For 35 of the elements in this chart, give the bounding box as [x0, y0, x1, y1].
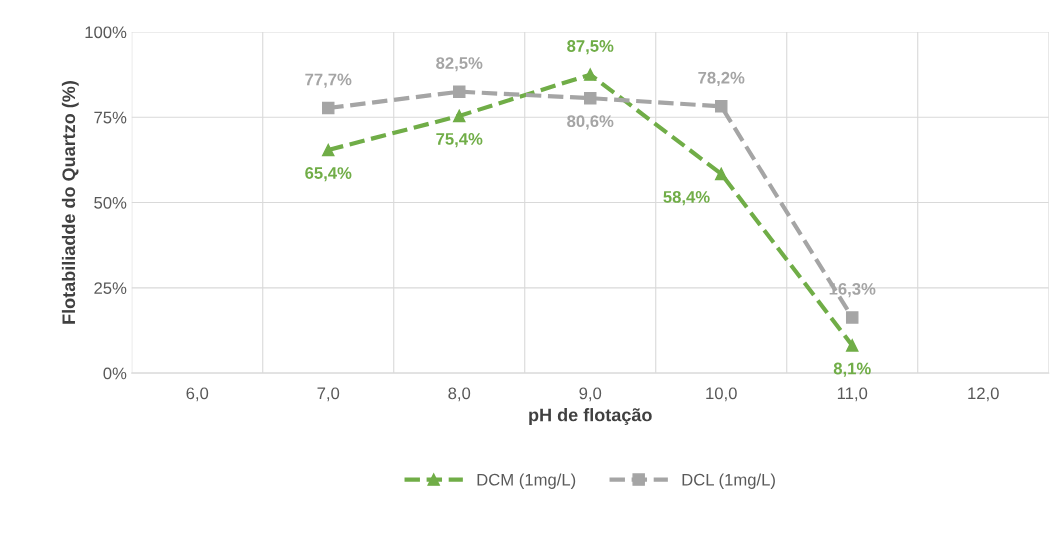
- data-label: 82,5%: [436, 57, 483, 72]
- y-tick-label: 75%: [94, 111, 127, 124]
- data-label: 8,1%: [833, 362, 871, 377]
- data-label: 80,6%: [567, 115, 614, 130]
- point: [583, 91, 597, 105]
- x-tick-label: 8,0: [448, 387, 471, 402]
- x-tick-label: 9,0: [579, 387, 602, 402]
- point: [452, 109, 466, 123]
- y-tick-label: 0%: [103, 367, 127, 380]
- point: [321, 143, 335, 157]
- point: [714, 167, 728, 181]
- x-tick-label: 11,0: [837, 387, 868, 402]
- data-label: 75,4%: [436, 133, 483, 148]
- point: [845, 311, 859, 324]
- y-tick-label: 50%: [94, 196, 127, 209]
- point: [321, 101, 335, 115]
- legend-label: DCM (1mg/L): [477, 473, 576, 489]
- y-tick-label: 100%: [85, 26, 127, 39]
- data-label: 78,2%: [698, 71, 745, 87]
- x-tick-label: 12,0: [968, 387, 999, 402]
- legend-label: DCL (1mg/L): [682, 473, 775, 489]
- point: [845, 339, 859, 352]
- data-label: 65,4%: [305, 167, 352, 182]
- y-axis-title: Flotabiliadde do Quartzo (%): [61, 81, 79, 324]
- x-tick-label: 6,0: [186, 387, 209, 402]
- x-tick-label: 10,0: [706, 387, 737, 402]
- x-axis-title: pH de flotação: [529, 408, 652, 425]
- data-label: 87,5%: [567, 40, 614, 55]
- point: [583, 68, 597, 81]
- y-tick-label: 25%: [94, 282, 127, 295]
- data-label: 58,4%: [663, 190, 710, 206]
- data-label: 77,7%: [305, 73, 352, 88]
- point: [452, 85, 466, 98]
- point: [714, 100, 728, 113]
- x-tick-label: 7,0: [317, 387, 340, 402]
